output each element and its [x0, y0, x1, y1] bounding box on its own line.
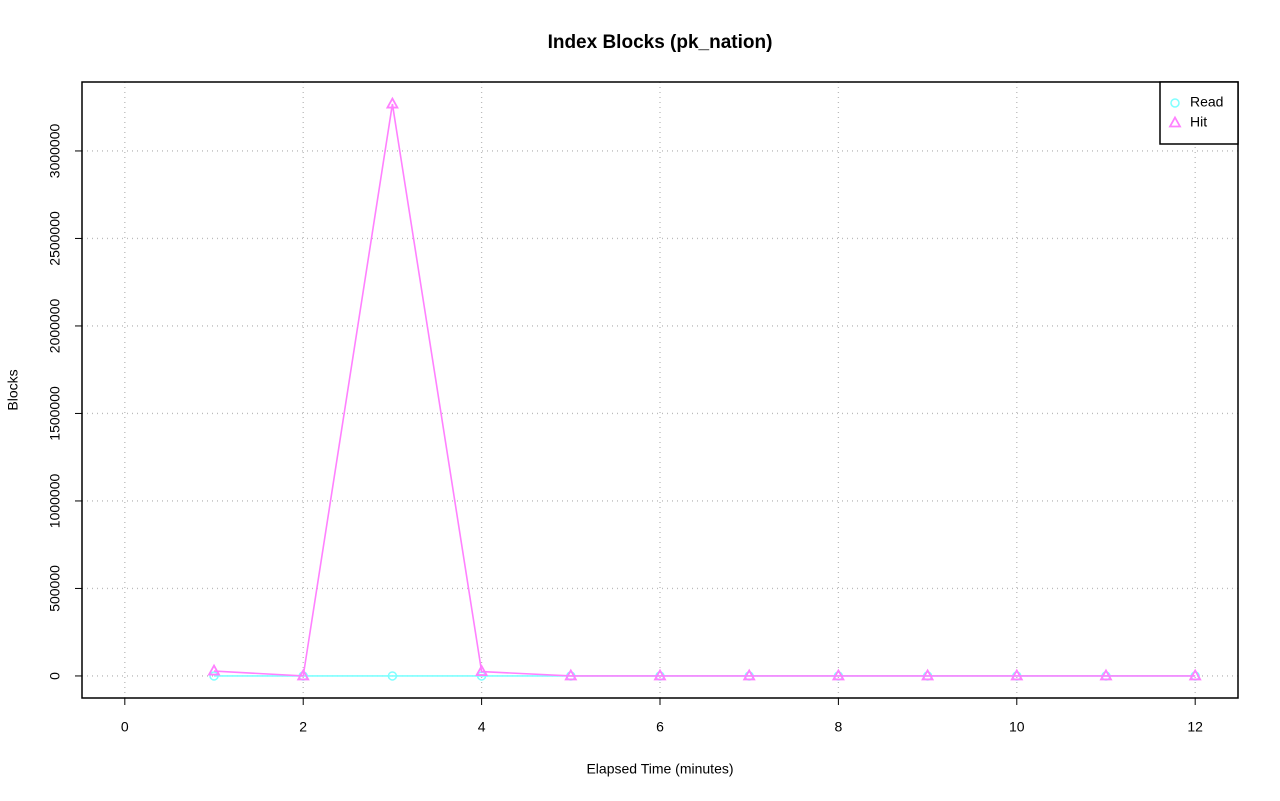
legend-label: Read	[1190, 94, 1223, 110]
legend-marker	[1168, 115, 1182, 128]
marker	[1010, 668, 1024, 681]
marker	[207, 663, 221, 676]
x-axis-label: Elapsed Time (minutes)	[586, 761, 733, 777]
marker	[209, 671, 219, 681]
y-tick-label: 1500000	[47, 386, 63, 441]
y-tick-label: 2500000	[47, 211, 63, 266]
marker	[296, 668, 310, 681]
x-tick-label: 8	[834, 719, 842, 735]
legend-box	[1159, 81, 1239, 145]
y-tick-label: 2000000	[47, 298, 63, 353]
legend-label: Hit	[1190, 114, 1207, 130]
plot-frame	[81, 81, 1239, 699]
x-tick-label: 2	[299, 719, 307, 735]
marker	[387, 671, 398, 681]
y-tick-label: 1000000	[47, 473, 63, 528]
x-tick-label: 6	[656, 719, 664, 735]
marker	[1188, 668, 1202, 681]
x-tick-label: 12	[1187, 719, 1203, 735]
marker	[742, 668, 756, 681]
marker	[564, 668, 578, 681]
legend-marker	[1170, 98, 1180, 108]
marker	[1099, 668, 1113, 681]
marker	[653, 668, 667, 681]
marker	[921, 668, 935, 681]
y-axis-label: Blocks	[5, 369, 21, 410]
series-line	[213, 103, 1196, 677]
y-tick-label: 0	[47, 672, 63, 680]
x-tick-label: 0	[121, 719, 129, 735]
marker	[475, 664, 489, 676]
y-tick-label: 500000	[47, 565, 63, 612]
marker	[831, 668, 845, 681]
chart-title: Index Blocks (pk_nation)	[548, 32, 773, 53]
x-tick-label: 4	[478, 719, 486, 735]
marker	[385, 96, 399, 109]
x-tick-label: 10	[1009, 719, 1025, 735]
y-tick-label: 3000000	[47, 123, 63, 178]
